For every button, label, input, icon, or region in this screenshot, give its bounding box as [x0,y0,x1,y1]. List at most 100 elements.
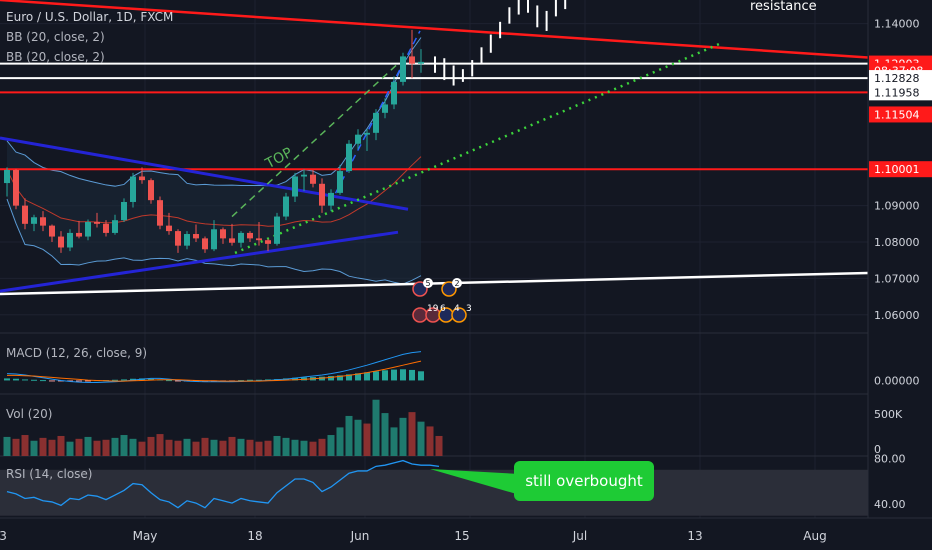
bollinger-lower [6,198,422,285]
macd-histogram-bar [49,380,55,382]
volume-bar [435,435,443,456]
price-axis-label: 0 [874,443,881,456]
event-badges[interactable]: 5 2 19 6 4 3 [412,278,472,323]
macd-histogram-bar [247,379,253,381]
rsi-band [0,469,868,516]
indicator-label-bb1[interactable]: BB (20, close, 2) [6,30,105,44]
volume-bar [345,415,353,456]
candle-body [103,223,109,233]
volume-bar [318,438,326,456]
macd-histogram-bar [382,370,388,381]
candle-body [85,222,91,237]
candle-body [67,232,73,248]
badge-count: 5 [425,279,430,288]
descending-channel-line [0,136,409,211]
candles [4,29,424,253]
price-tag [869,161,932,178]
candle-body [283,196,289,217]
macd-histogram-bar [364,372,370,381]
indicator-label-rsi[interactable]: RSI (14, close) [6,467,92,481]
indicator-label-bb2[interactable]: BB (20, close, 2) [6,50,105,64]
candle-body [382,104,388,113]
volume-bar [48,439,56,456]
candle-body [328,192,334,206]
candle-body [400,56,406,82]
candle-body [229,238,235,243]
price-tag [869,70,932,87]
event-icon[interactable] [441,281,457,297]
price-axis-label: 40.00 [874,498,906,511]
callout-pointer [430,469,520,495]
volume-bar [147,436,155,456]
macd-histogram-bar [391,369,397,381]
candle-body [247,232,253,239]
macd-histogram-bar [301,377,307,381]
volume-bar [102,439,110,456]
candle-body [346,143,352,172]
candle-body [391,81,397,105]
price-axis-label: 1.08000 [874,236,920,249]
event-icon[interactable] [412,281,428,297]
support-trendline [0,271,869,296]
resistance-label: resistance [750,0,817,14]
candle-body [13,169,19,206]
candle-body [112,220,118,233]
candle-body [355,134,361,144]
macd-histogram-bar [112,379,118,381]
volume-bar [3,436,11,456]
resistance-trendline [0,0,869,59]
badge-count: 4 [454,304,460,314]
price-axis-label: 500K [874,408,903,421]
overbought-callout: still overbought [430,461,654,501]
macd-histogram-bar [319,376,325,381]
volume-bar [75,438,83,456]
time-axis-label: 18 [247,529,262,543]
rsi-pane [0,459,868,516]
volume-bar [201,437,209,456]
macd-histogram-bar [166,380,172,382]
volume-bar [237,438,245,456]
candle-body [409,56,415,64]
candle-body [238,232,244,243]
price-axis-label: 1.06000 [874,309,920,322]
eu-flag-icon[interactable] [451,307,467,323]
volume-bar [66,441,74,456]
time-axis-label: 13 [687,529,702,543]
candle-body [175,231,181,246]
macd-histogram-bar [328,376,334,381]
volume-bar [12,438,20,456]
time-axis-label: Aug [803,529,826,543]
candle-body [193,234,199,239]
us-flag-icon[interactable] [412,307,428,323]
badge-count: 2 [454,279,459,288]
volume-bar [336,427,344,456]
macd-histogram-bar [400,369,406,381]
price-tag [869,84,932,101]
candle-body [130,176,136,202]
volume-bar [255,441,263,456]
indicator-label-volume[interactable]: Vol (20) [6,407,52,421]
candle-body [319,183,325,206]
macd-histogram-bar [346,374,352,381]
volume-bar [129,438,137,456]
volume-bar [426,426,434,456]
indicator-label-macd[interactable]: MACD (12, 26, close, 9) [6,346,147,360]
symbol-title[interactable]: Euro / U.S. Dollar, 1D, FXCM [6,10,173,24]
candle-body [418,61,424,64]
volume-bar [327,435,335,456]
macd-histogram-bar [337,375,343,381]
candle-body [157,200,163,226]
badge-count: 3 [466,304,472,314]
candle-body [220,229,226,239]
candle-body [301,174,307,177]
macd-histogram-bar [418,371,424,381]
candle-body [373,112,379,133]
volume-bar [291,439,299,456]
time-axis[interactable]: 3 May 18 Jun 15 Jul 13 Aug [0,529,827,543]
volume-bar [408,412,416,456]
macd-histogram-bar [13,378,19,381]
price-axis[interactable]: 1.06000 1.07000 1.08000 1.09000 1.14000 0.000… [869,18,932,512]
macd-histogram-bar [265,379,271,381]
volume-bar [39,437,47,456]
